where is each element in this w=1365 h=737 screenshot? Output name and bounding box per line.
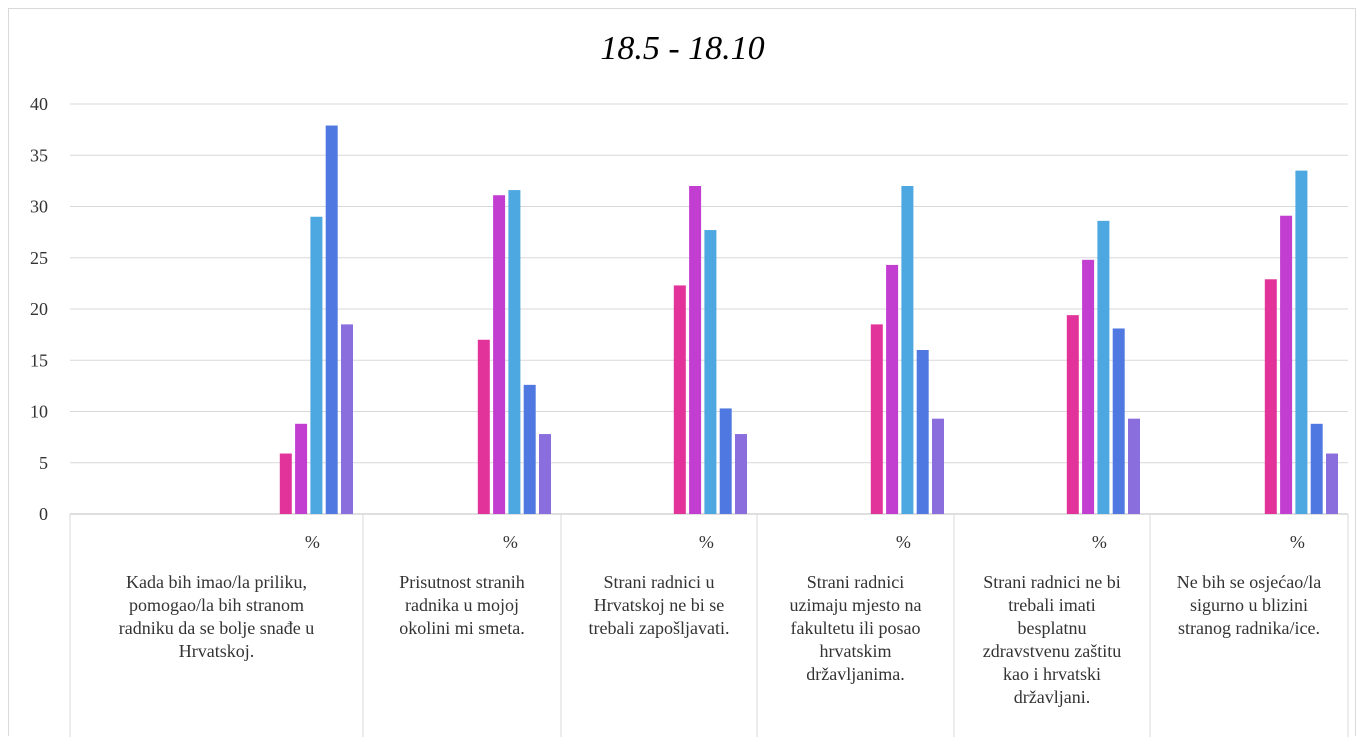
bar [1264,279,1277,514]
category-label: Ne bih se osjećao/la [1177,572,1321,592]
y-tick-label: 15 [30,350,48,370]
category-label: okolini mi smeta. [399,618,525,638]
category-label: besplatnu [1018,618,1087,638]
bar [341,324,353,514]
category-label: zdravstvenu zaštitu [983,641,1121,661]
category-unit-label: % [896,532,911,552]
bar [539,434,551,514]
bar [1326,453,1338,514]
category-label: državljani. [1014,687,1090,707]
y-tick-label: 40 [30,94,48,114]
bar [1128,418,1140,514]
bar [735,434,747,514]
bar [325,125,338,515]
bar [916,350,929,514]
category-unit-label: % [305,532,320,552]
bar [1082,259,1095,514]
category-label: Hrvatskoj. [179,641,255,661]
category-label: trebali imati [1008,595,1095,615]
category-label: radniku da se bolje snađe u [119,618,314,638]
bar [295,423,308,514]
chart-title: 18.5 - 18.10 [600,30,765,67]
category-label: Hrvatskoj ne bi se [594,595,724,615]
bar [477,339,490,514]
y-tick-label: 30 [30,197,48,217]
category-label: radnika u mojoj [405,595,519,615]
category-label: kao i hrvatski [1003,664,1101,684]
bar [1112,328,1125,514]
category-label: Strani radnici [807,572,904,592]
category-unit-label: % [699,532,714,552]
category-label: Kada bih imao/la priliku, [126,572,307,592]
bar [704,230,717,514]
category-unit-label: % [1290,532,1305,552]
bar [508,190,521,514]
category-label: fakultetu ili posao [791,618,921,638]
bar [870,324,883,514]
bar [901,186,914,514]
bar [279,453,292,514]
bar [1066,315,1079,514]
bar [886,264,899,514]
bar [673,285,686,514]
category-label: Prisutnost stranih [399,572,525,592]
bar [1097,220,1110,514]
bar [719,408,732,514]
y-tick-label: 20 [30,299,48,319]
category-label: Strani radnici u [604,572,715,592]
category-unit-label: % [1092,532,1107,552]
bar [493,195,506,514]
category-label: sigurno u blizini [1190,595,1308,615]
bar [1280,215,1293,514]
category-label: hrvatskim [820,641,892,661]
bar [1295,170,1308,514]
category-label: državljanima. [806,664,904,684]
category-label: stranog radnika/ice. [1178,618,1320,638]
category-label: uzimaju mjesto na [790,595,922,615]
bar [1310,423,1323,514]
bar [689,186,702,514]
bar [523,384,536,514]
y-tick-label: 0 [39,504,48,524]
category-label: pomogao/la bih stranom [129,595,304,615]
category-unit-label: % [503,532,518,552]
y-tick-label: 25 [30,248,48,268]
category-label: Strani radnici ne bi [983,572,1120,592]
y-tick-label: 35 [30,145,48,165]
category-label: trebali zapošljavati. [589,618,730,638]
bar [310,216,323,514]
bar [932,418,944,514]
y-tick-label: 5 [39,453,48,473]
y-tick-label: 10 [30,402,48,422]
